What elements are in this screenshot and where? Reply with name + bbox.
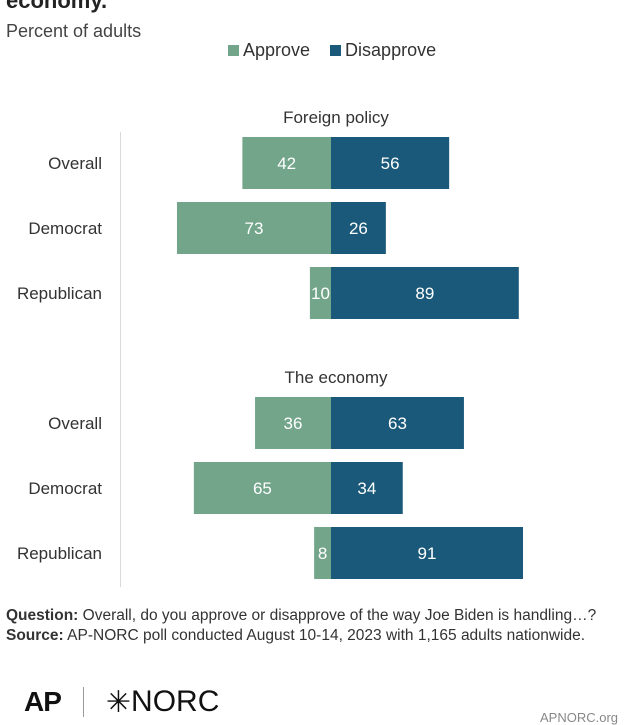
disapprove-value-label: 91 — [418, 544, 437, 563]
diverging-bar-chart: Foreign policy Overall 42 56 Democrat 73 26 Rep… — [17, 108, 524, 587]
group-title: Foreign policy — [283, 108, 389, 127]
row-label: Republican — [17, 284, 102, 303]
approve-value-label: 36 — [284, 414, 303, 433]
logo-bar: AP ✳ NORC — [24, 684, 219, 720]
footnote-question: Question: Overall, do you approve or dis… — [6, 607, 596, 625]
disapprove-bar — [331, 202, 386, 254]
approve-value-label: 65 — [253, 479, 272, 498]
norc-logo: ✳ NORC — [106, 685, 219, 720]
legend-swatch-approve — [228, 45, 239, 56]
legend-item-approve: Approve — [228, 40, 310, 61]
disapprove-value-label: 63 — [388, 414, 407, 433]
approve-value-label: 73 — [245, 219, 264, 238]
disapprove-bar — [331, 462, 403, 514]
disapprove-bar — [331, 137, 450, 189]
row-label: Democrat — [28, 219, 102, 238]
disapprove-bar — [331, 527, 524, 579]
source-label: Source: — [6, 627, 64, 644]
approve-value-label: 42 — [277, 154, 296, 173]
logo-divider — [82, 687, 84, 717]
disapprove-value-label: 34 — [357, 479, 376, 498]
row-label: Republican — [17, 544, 102, 563]
approve-bar — [176, 202, 331, 254]
question-label: Question: — [6, 607, 79, 624]
approve-value-label: 10 — [311, 284, 330, 303]
legend-label-disapprove: Disapprove — [345, 40, 437, 60]
site-link[interactable]: APNORC.org — [540, 710, 619, 725]
footnote-source: Source: AP-NORC poll conducted August 10… — [6, 627, 585, 645]
approve-bar — [314, 527, 331, 579]
approve-value-label: 8 — [318, 544, 327, 563]
row-label: Overall — [48, 414, 102, 433]
row-label: Overall — [48, 154, 102, 173]
chart-title: economy. — [6, 0, 108, 13]
approve-bar — [242, 137, 331, 189]
approve-bar — [193, 462, 331, 514]
chart-subtitle: Percent of adults — [6, 21, 142, 41]
legend-swatch-disapprove — [330, 45, 342, 56]
disapprove-bar — [331, 397, 464, 449]
disapprove-value-label: 89 — [415, 284, 434, 303]
disapprove-bar — [331, 267, 519, 319]
source-text: AP-NORC poll conducted August 10-14, 202… — [67, 627, 586, 644]
approve-bar — [255, 397, 331, 449]
row-label: Democrat — [28, 479, 102, 498]
group-title: The economy — [285, 368, 388, 387]
approve-bar — [309, 267, 331, 319]
disapprove-value-label: 56 — [381, 154, 400, 173]
norc-star-icon: ✳ — [105, 685, 132, 719]
ap-logo: AP — [24, 686, 62, 717]
legend-item-disapprove: Disapprove — [330, 40, 436, 61]
disapprove-value-label: 26 — [349, 219, 368, 238]
legend-label-approve: Approve — [243, 40, 311, 60]
norc-logo-text: NORC — [131, 685, 220, 718]
question-text: Overall, do you approve or disapprove of… — [82, 607, 597, 624]
legend: Approve Disapprove — [228, 40, 456, 61]
